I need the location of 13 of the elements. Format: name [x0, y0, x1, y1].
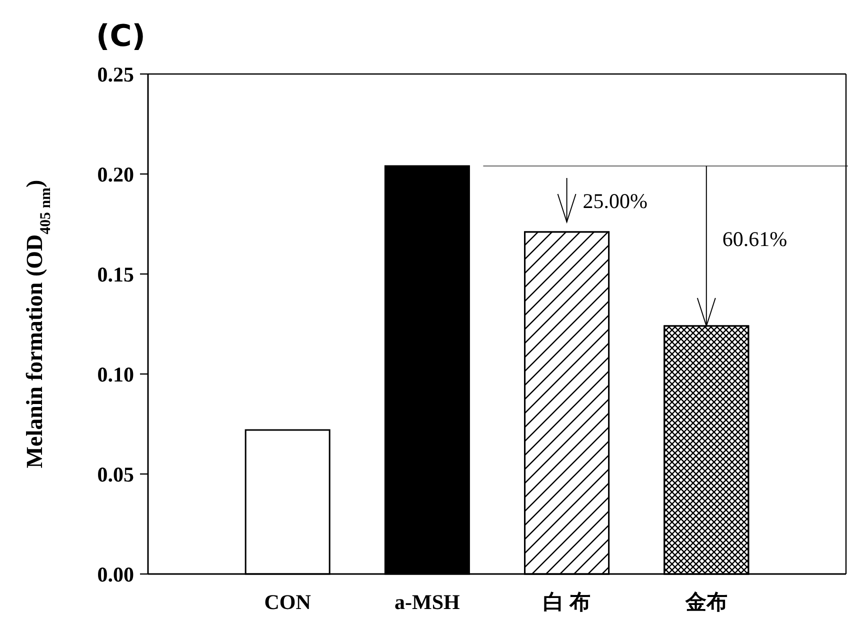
x-tick-label: a-MSH: [394, 590, 460, 614]
y-tick-label: 0.10: [97, 362, 134, 386]
annotation: 25.00%: [582, 189, 648, 213]
x-tick-label: CON: [264, 590, 311, 614]
y-tick-label: 0.05: [97, 462, 134, 486]
annotation: 60.61%: [722, 227, 788, 251]
x-tick-label: 白 布: [543, 590, 590, 614]
y-tick-label: 0.25: [97, 62, 134, 86]
y-tick-label: 0.15: [97, 262, 134, 286]
y-tick-label: 0.00: [97, 562, 134, 586]
chart-title: (C): [96, 19, 146, 54]
y-tick-label: 0.20: [97, 162, 134, 186]
x-tick-label: 金布: [684, 590, 728, 614]
